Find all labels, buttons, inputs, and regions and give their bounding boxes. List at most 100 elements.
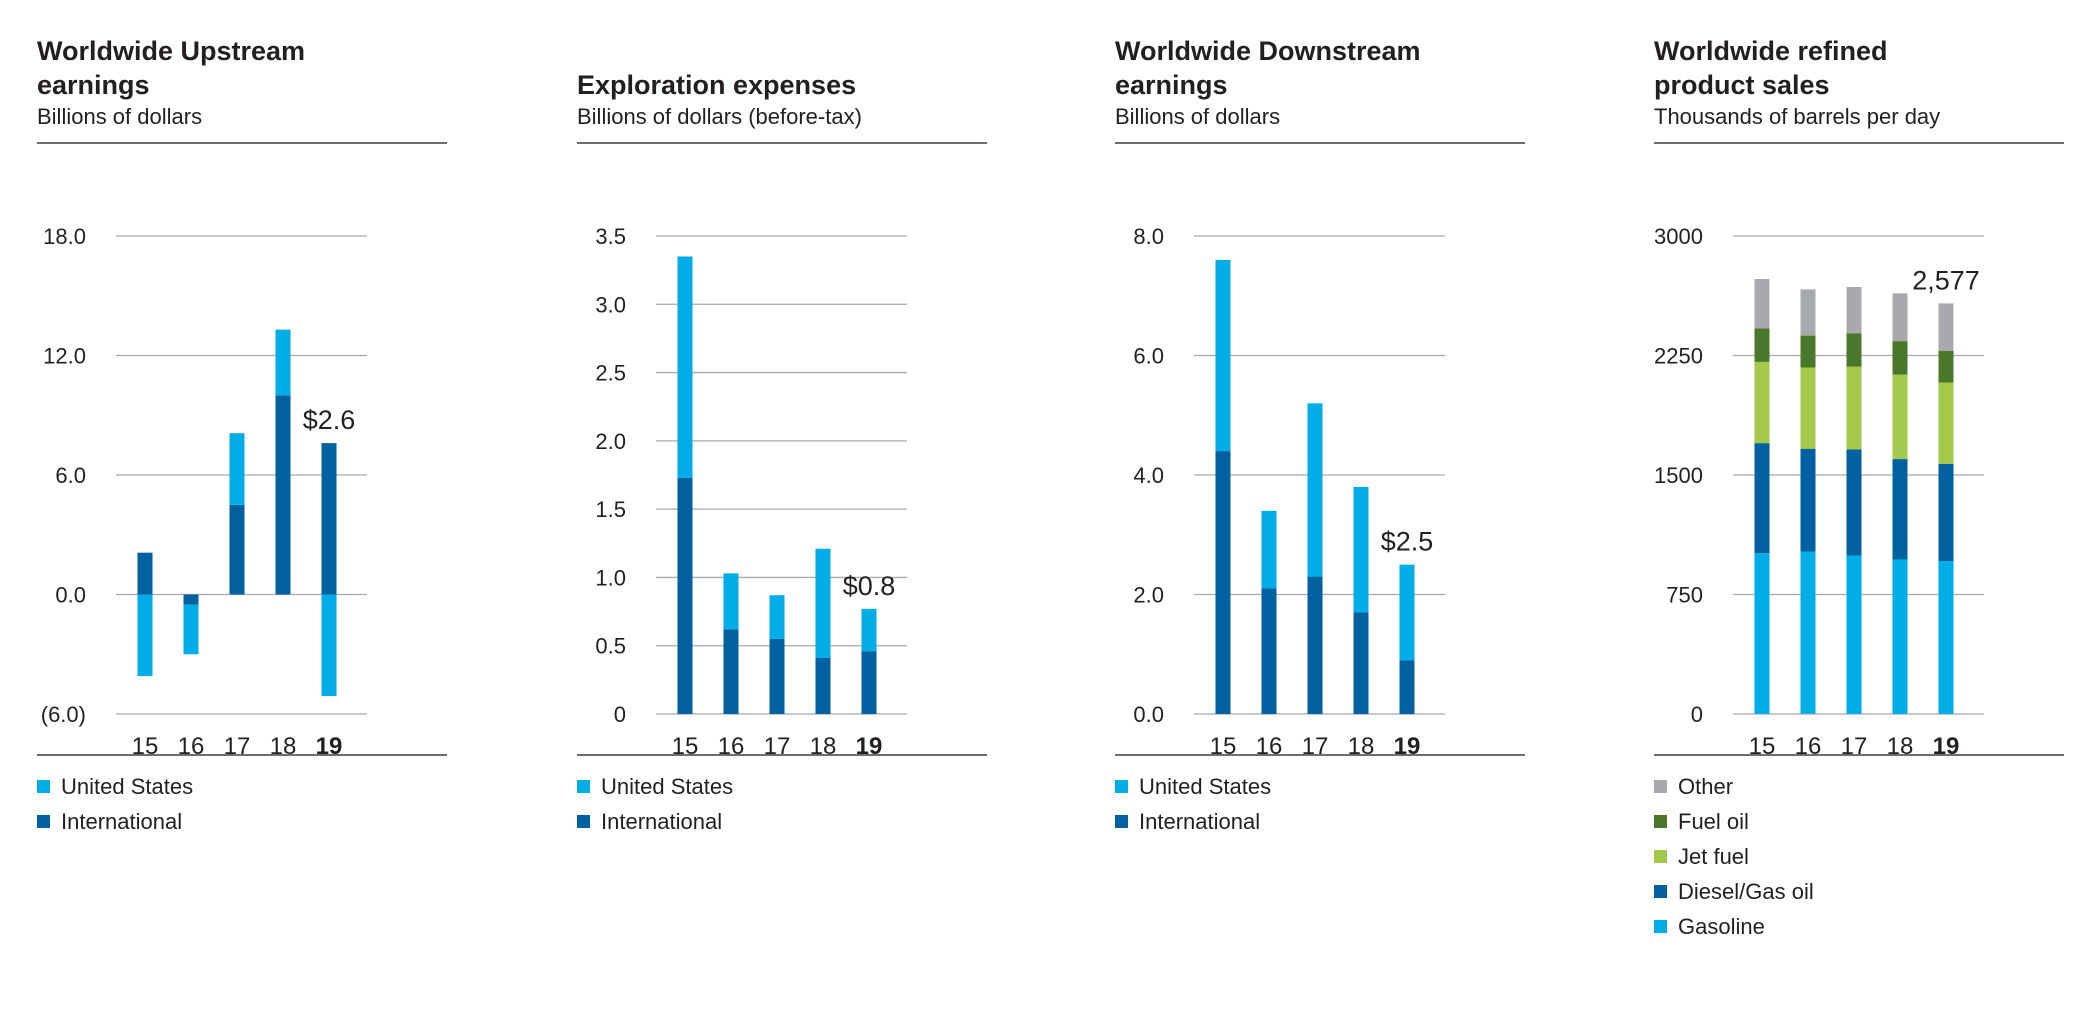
- legend-item-fuel-oil: Fuel oil: [1654, 804, 1814, 839]
- chart-legend: United States International: [1115, 769, 1271, 839]
- bar-diesel-gas-oil-19: [1938, 463, 1954, 562]
- bottom-divider: [1654, 754, 2064, 756]
- legend-swatch: [37, 815, 50, 828]
- bar-gasoline-16: [1800, 551, 1816, 714]
- y-tick-label: 6.0: [1133, 344, 1164, 369]
- y-tick-label: 0.0: [1133, 702, 1164, 727]
- y-tick-label: 18.0: [43, 224, 86, 249]
- bar-international-18: [815, 658, 831, 714]
- y-tick-label: 0: [614, 702, 626, 727]
- legend-swatch: [1115, 815, 1128, 828]
- total-callout: $2.6: [303, 405, 356, 435]
- legend-item-international: International: [1115, 804, 1271, 839]
- bar-jet-fuel-18: [1892, 374, 1908, 460]
- legend-swatch: [1654, 850, 1667, 863]
- chart-subtitle: Thousands of barrels per day: [1654, 104, 1941, 129]
- bar-international-18: [275, 395, 291, 595]
- bar-united-states-19: [321, 594, 337, 697]
- bar-united-states-17: [769, 595, 785, 639]
- legend-label: Jet fuel: [1678, 844, 1749, 869]
- legend-swatch: [1654, 780, 1667, 793]
- legend-swatch: [577, 780, 590, 793]
- bar-fuel-oil-19: [1938, 350, 1954, 383]
- chart-legend: United States International: [577, 769, 733, 839]
- legend-item-international: International: [577, 804, 733, 839]
- legend-item-united-states: United States: [37, 769, 193, 804]
- y-tick-label: 2.0: [595, 429, 626, 454]
- bar-gasoline-18: [1892, 559, 1908, 714]
- refined-product-sales-panel: Worldwide refined product sales Thousand…: [1654, 34, 2064, 939]
- bar-jet-fuel-15: [1754, 361, 1770, 444]
- legend-swatch: [1115, 780, 1128, 793]
- chart-title: Exploration expenses: [577, 70, 857, 100]
- bar-international-18: [1353, 612, 1369, 714]
- legend-swatch: [1654, 885, 1667, 898]
- bar-international-19: [321, 443, 337, 595]
- legend-swatch: [1654, 920, 1667, 933]
- bar-diesel-gas-oil-17: [1846, 449, 1862, 556]
- bar-international-15: [137, 552, 153, 595]
- legend-label: International: [601, 809, 723, 834]
- bar-international-19: [1399, 660, 1415, 714]
- legend-label: International: [1139, 809, 1261, 834]
- bar-united-states-17: [229, 433, 245, 505]
- chart-subtitle: Billions of dollars (before-tax): [577, 104, 862, 129]
- chart-title: Worldwide Downstream earnings: [1115, 36, 1421, 100]
- legend-label: United States: [1139, 774, 1272, 799]
- y-tick-label: 6.0: [55, 463, 86, 488]
- legend-label: International: [61, 809, 183, 834]
- bottom-divider: [1115, 754, 1525, 756]
- y-tick-label: 1.5: [595, 497, 626, 522]
- legend-item-other: Other: [1654, 769, 1814, 804]
- bottom-divider: [577, 754, 987, 756]
- y-tick-label: 3.5: [595, 224, 626, 249]
- legend-swatch: [1654, 815, 1667, 828]
- exploration-expenses-panel: Exploration expenses Billions of dollars…: [577, 34, 987, 834]
- upstream-earnings-chart: 18.012.06.00.0(6.0)15 16 17 18 19$2.6: [41, 224, 367, 760]
- bar-united-states-19: [1399, 564, 1415, 661]
- legend-label: United States: [601, 774, 734, 799]
- bar-international-16: [183, 594, 199, 605]
- bar-united-states-16: [1261, 510, 1277, 589]
- total-callout: $0.8: [843, 571, 896, 601]
- y-tick-label: 750: [1666, 583, 1703, 608]
- bar-jet-fuel-16: [1800, 367, 1816, 449]
- y-tick-label: 2.5: [595, 361, 626, 386]
- downstream-earnings-chart: 8.06.04.02.00.015 16 17 18 19$2.5: [1133, 224, 1445, 760]
- legend-label: United States: [61, 774, 194, 799]
- legend-item-diesel-gas-oil: Diesel/Gas oil: [1654, 874, 1814, 909]
- bar-international-15: [677, 477, 693, 714]
- bar-united-states-16: [723, 573, 739, 630]
- bar-international-17: [769, 638, 785, 714]
- bar-other-16: [1800, 289, 1816, 336]
- legend-item-gasoline: Gasoline: [1654, 909, 1814, 944]
- y-tick-label: 0: [1691, 702, 1703, 727]
- y-tick-label: 0.0: [55, 583, 86, 608]
- bar-united-states-18: [1353, 486, 1369, 613]
- bar-fuel-oil-18: [1892, 341, 1908, 375]
- bar-united-states-17: [1307, 403, 1323, 577]
- bar-diesel-gas-oil-15: [1754, 443, 1770, 554]
- bar-international-16: [723, 629, 739, 714]
- legend-swatch: [577, 815, 590, 828]
- y-tick-label: 0.5: [595, 634, 626, 659]
- bar-united-states-18: [815, 548, 831, 659]
- legend-label: Diesel/Gas oil: [1678, 879, 1814, 904]
- bar-united-states-16: [183, 604, 199, 655]
- y-tick-label: 1500: [1654, 463, 1703, 488]
- bar-jet-fuel-19: [1938, 382, 1954, 464]
- y-tick-label: 2.0: [1133, 583, 1164, 608]
- bar-international-19: [861, 651, 877, 714]
- top-divider: [1115, 142, 1525, 144]
- bar-international-17: [229, 504, 245, 595]
- legend-label: Other: [1678, 774, 1734, 799]
- chart-title: Worldwide refined product sales: [1654, 36, 1888, 100]
- bar-international-17: [1307, 576, 1323, 714]
- y-tick-label: 3000: [1654, 224, 1703, 249]
- legend-label: Gasoline: [1678, 914, 1765, 939]
- bar-fuel-oil-17: [1846, 333, 1862, 367]
- bar-diesel-gas-oil-16: [1800, 448, 1816, 552]
- legend-item-international: International: [37, 804, 193, 839]
